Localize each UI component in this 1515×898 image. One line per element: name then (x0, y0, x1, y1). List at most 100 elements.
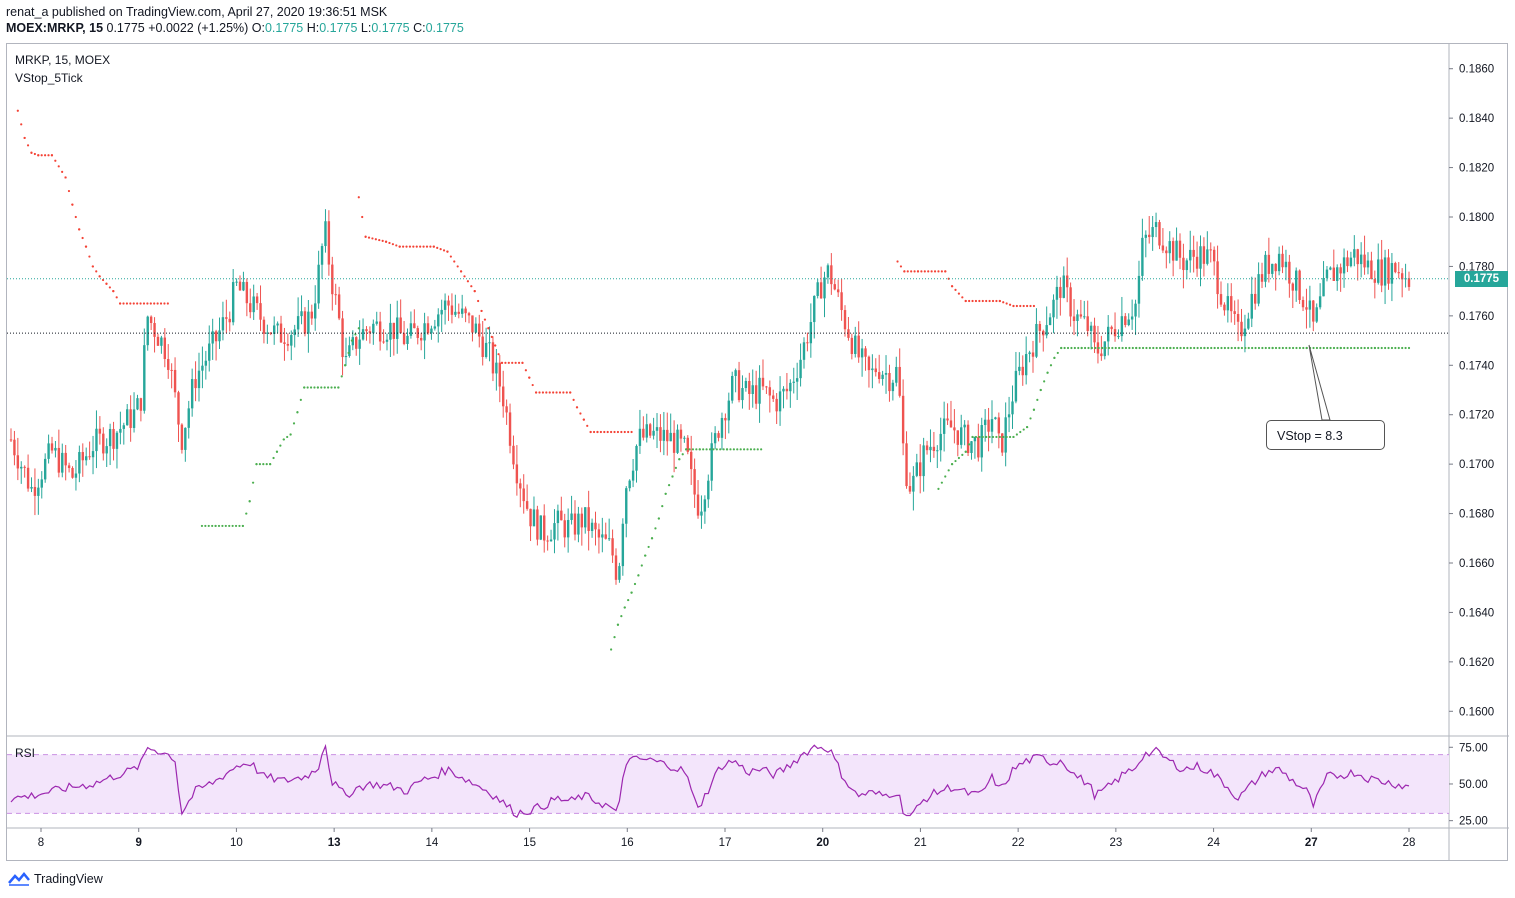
candle-body (741, 388, 744, 401)
candle-body (642, 428, 645, 438)
time-tick-label: 15 (523, 837, 536, 849)
candle-body (471, 315, 474, 333)
rsi-pane[interactable]: 25.00 50.00 75.00 (7, 742, 1488, 828)
price-tick-label: 0.1680 (1459, 509, 1494, 521)
vstop-long-dot (238, 524, 241, 528)
vstop-short-dot (61, 170, 64, 173)
vstop-short-dot (954, 288, 957, 292)
candle-body (1137, 275, 1141, 304)
candle-body (1178, 240, 1182, 258)
vstop-long-dot (221, 524, 224, 528)
vstop-short-dot (494, 344, 497, 347)
candle-body (997, 417, 1001, 434)
vstop-short-dot (67, 189, 71, 193)
vstop-short-dot (968, 299, 971, 303)
candle-body (194, 379, 197, 389)
candle-body (13, 439, 16, 456)
vstop-long-dot (1216, 346, 1220, 350)
vstop-short-dot (122, 302, 125, 305)
candle-body (105, 446, 108, 454)
vstop-long-dot (211, 524, 214, 528)
candle-body (563, 520, 566, 538)
candle-body (296, 316, 300, 330)
candle-body (1206, 249, 1209, 264)
candle-body (355, 337, 358, 349)
candle-body (320, 246, 324, 265)
candle-body (778, 391, 782, 412)
vstop-long-dot (1060, 346, 1063, 350)
candle-body (877, 372, 881, 380)
vstop-short-dot (402, 245, 405, 248)
vstop-short-dot (378, 238, 381, 242)
candle-body (1260, 274, 1264, 282)
candle-body (57, 447, 61, 473)
symbol-quote-line: MOEX:MRKP, 15 0.1775 +0.0022 (+1.25%) O:… (6, 20, 464, 36)
vstop-long-dot (1312, 346, 1315, 350)
candle-body (553, 523, 556, 540)
chart-frame[interactable]: 0.1600 0.1620 0.1640 0.1660 0.1680 0.1700 0.17… (6, 43, 1509, 861)
candle-body (228, 318, 231, 323)
last-price: 0.1775 (106, 21, 145, 35)
vstop-short-dot (630, 430, 633, 434)
candle-body (416, 328, 419, 338)
vstop-short-dot (1002, 301, 1005, 304)
candle-body (901, 395, 905, 444)
vstop-long-dot (1319, 346, 1322, 350)
candle-body (423, 323, 426, 341)
vstop-long-dot (303, 386, 306, 389)
vstop-short-dot (98, 275, 101, 278)
candle-body (1277, 253, 1281, 272)
vstop-callout[interactable]: VStop = 8.3 (1266, 420, 1385, 450)
vstop-long-dot (275, 450, 279, 453)
vstop-short-dot (367, 236, 371, 239)
candle-body (1065, 275, 1069, 288)
vstop-long-dot (650, 537, 654, 540)
vstop-short-dot (923, 270, 926, 273)
vstop-long-dot (644, 554, 647, 557)
candle-body (1151, 227, 1154, 238)
candle-body (1298, 270, 1301, 300)
candle-body (1397, 272, 1400, 274)
price-pane[interactable]: 0.1600 0.1620 0.1640 0.1660 0.1680 0.1700 0.17… (6, 43, 1509, 861)
candle-body (1223, 304, 1226, 311)
vstop-long-dot (620, 615, 623, 618)
vstop-long-dot (991, 435, 995, 439)
candle-body (1390, 263, 1394, 284)
candle-body (1031, 352, 1035, 357)
vstop-long-dot (1193, 346, 1196, 350)
vstop-long-dot (1026, 425, 1029, 429)
candle-body (693, 469, 696, 495)
vstop-long-dot (715, 448, 718, 451)
vstop-long-dot (1104, 346, 1107, 350)
candle-body (611, 538, 614, 556)
vstop-long-dot (674, 466, 678, 469)
vstop-long-dot (286, 435, 289, 439)
vstop-long-dot (1162, 346, 1165, 350)
vstop-short-dot (419, 245, 422, 248)
candle-body (170, 369, 173, 371)
candle-body (1089, 325, 1093, 331)
candle-body (587, 507, 590, 531)
vstop-long-dot (1203, 346, 1206, 350)
vstop-short-dot (415, 245, 418, 248)
candle-body (365, 329, 368, 332)
time-tick-label: 27 (1305, 837, 1318, 849)
candle-body (1257, 274, 1260, 304)
candle-body (378, 321, 382, 342)
vstop-long-dot (320, 386, 323, 389)
vstop-short-dot (988, 299, 991, 303)
price-tick-label: 0.1660 (1459, 558, 1494, 570)
vstop-long-dot (224, 524, 227, 528)
vstop-short-dot (579, 412, 582, 415)
candle-body (748, 381, 751, 394)
candle-body (1141, 237, 1144, 276)
vstop-long-dot (937, 487, 940, 490)
vstop-short-dot (538, 391, 541, 394)
tradingview-logo[interactable]: TradingView (8, 872, 103, 886)
candle-body (1370, 260, 1373, 280)
published-line: renat_a published on TradingView.com, Ap… (6, 5, 388, 19)
time-axis[interactable]: 8 9 10 13 14 15 16 17 20 21 22 23 24 27 28 (6, 827, 1509, 849)
vstop-short-dot (453, 260, 456, 263)
vstop-long-dot (961, 453, 964, 456)
vstop-short-dot (957, 292, 961, 295)
